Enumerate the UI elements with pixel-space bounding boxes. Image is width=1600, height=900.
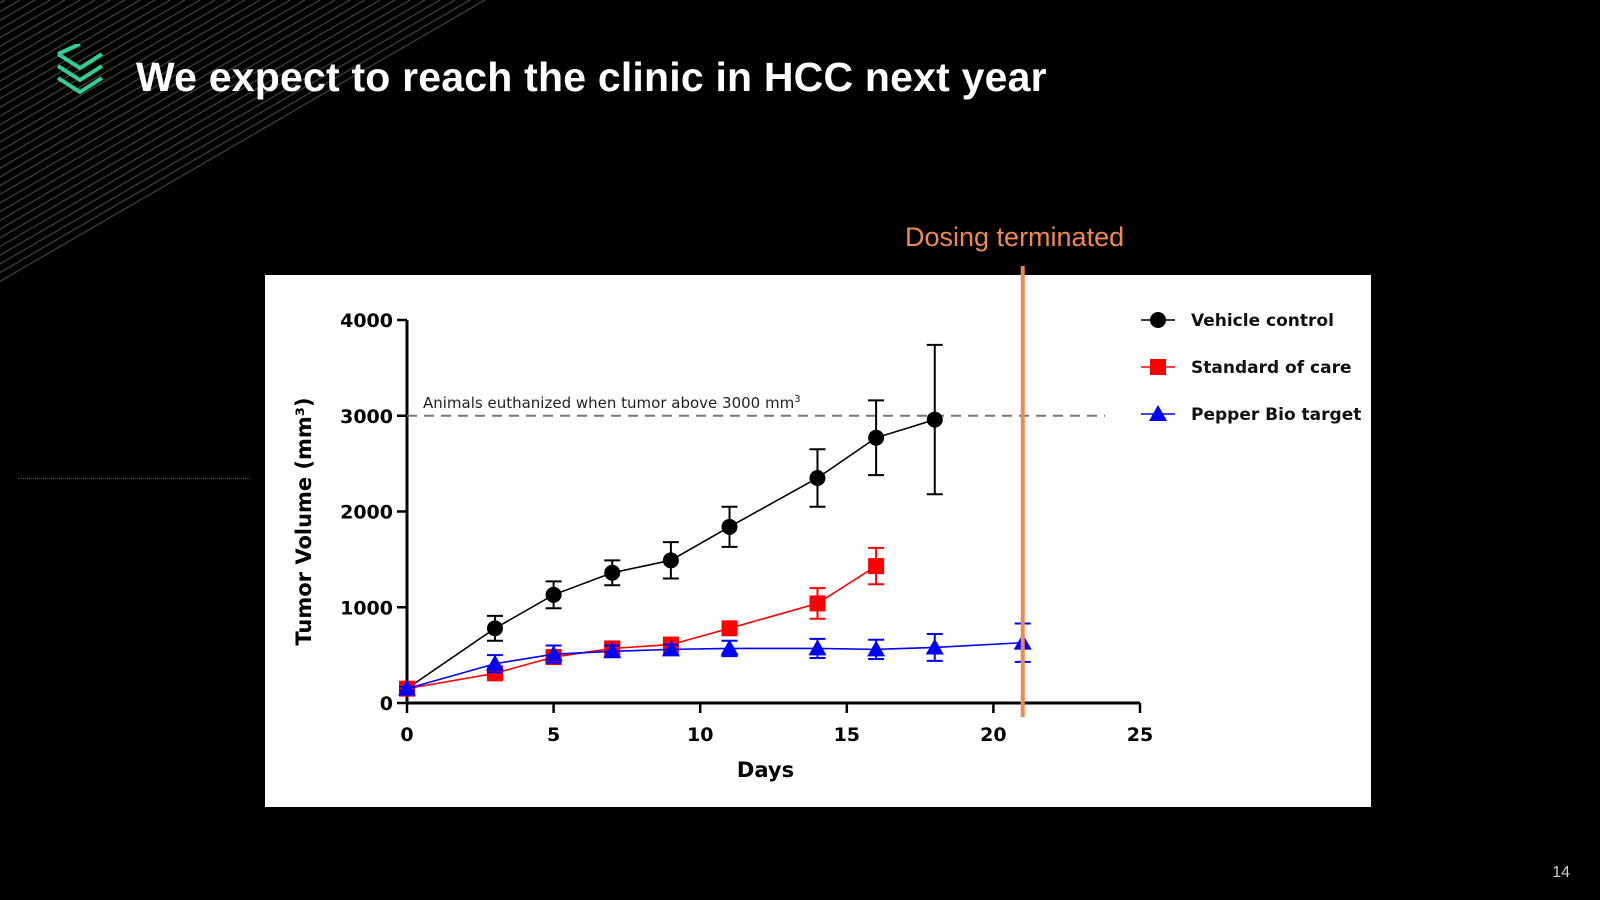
stacked-chevrons-icon: [56, 44, 104, 95]
x-tick-label: 10: [687, 724, 713, 746]
legend: Vehicle control Standard of care Pepper Bi…: [1141, 311, 1361, 425]
series-line: [406, 565, 877, 690]
data-point: [808, 639, 827, 656]
data-point: [1150, 312, 1166, 328]
series-line: [406, 641, 1023, 690]
stripe-line: [0, 0, 366, 213]
data-point: [662, 552, 679, 569]
x-tick-label: 0: [400, 724, 413, 746]
x-tick-label: 5: [547, 724, 560, 746]
data-point: [603, 642, 622, 659]
data-point: [1013, 633, 1032, 650]
data-point: [720, 639, 739, 656]
dosing-terminated-label: Dosing terminated: [905, 222, 1125, 252]
stripe-line: [0, 0, 381, 222]
data-point: [486, 620, 503, 637]
stripe-line: [0, 0, 51, 30]
x-tick-label: 15: [834, 724, 860, 746]
stripe-line: [0, 0, 411, 239]
data-point: [868, 429, 885, 446]
data-point: [925, 638, 944, 655]
data-point: [721, 620, 738, 637]
stripe-line: [0, 0, 456, 265]
stripe-line: [0, 0, 66, 39]
data-point: [661, 640, 680, 657]
data-point: [545, 586, 562, 603]
divider-line: [18, 478, 250, 479]
y-tick-label: 3000: [340, 406, 393, 428]
y-axis-label: Tumor Volume (mm³): [292, 397, 316, 645]
data-point: [485, 654, 504, 671]
y-tick-label: 0: [380, 693, 393, 715]
data-point: [1150, 359, 1166, 375]
stripe-line: [0, 0, 441, 257]
legend-label: Vehicle control: [1191, 311, 1334, 331]
legend-item: Vehicle control: [1141, 311, 1334, 331]
stripe-line: [0, 0, 6, 4]
y-tick-label: 2000: [340, 502, 393, 524]
data-point: [868, 558, 885, 575]
stripe-line: [0, 0, 36, 22]
x-tick-label: 20: [980, 724, 1006, 746]
data-point: [809, 469, 826, 486]
data-point: [398, 679, 416, 696]
x-tick-label: 25: [1127, 724, 1153, 746]
chart-panel: 0 5 10 15 20 25 0 1000 2000 3000 4000 Days Tumor Vol…: [265, 275, 1371, 807]
stripe-line: [0, 0, 471, 274]
legend-label: Standard of care: [1191, 358, 1352, 378]
page-number: 14: [1552, 864, 1570, 881]
slide-title: We expect to reach the clinic in HCC nex…: [136, 54, 1047, 100]
threshold-label: Animals euthanized when tumor above 3000…: [423, 394, 801, 412]
data-point: [721, 518, 738, 535]
data-point: [1149, 405, 1167, 421]
legend-label: Pepper Bio target: [1191, 405, 1361, 425]
y-tick-label: 1000: [340, 597, 393, 619]
stripe-line: [0, 0, 396, 230]
data-point: [926, 411, 943, 428]
stripe-line: [0, 0, 351, 204]
series-standard-of-care: [399, 546, 885, 697]
legend-item: Standard of care: [1141, 358, 1352, 378]
data-point: [867, 640, 886, 657]
data-point: [809, 595, 826, 612]
stripe-line: [0, 0, 426, 248]
data-point: [604, 564, 621, 581]
tumor-volume-chart: 0 5 10 15 20 25 0 1000 2000 3000 4000 Days Tumor Vol…: [292, 310, 1361, 782]
legend-item: Pepper Bio target: [1141, 405, 1361, 425]
stripe-line: [0, 0, 21, 13]
data-point: [544, 645, 563, 662]
x-axis-label: Days: [737, 758, 794, 782]
y-tick-label: 4000: [340, 310, 393, 332]
